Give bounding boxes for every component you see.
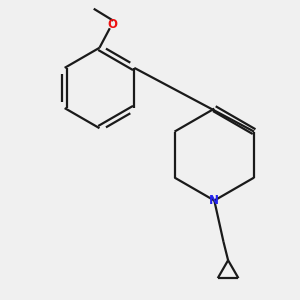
Text: N: N (209, 194, 219, 207)
Text: O: O (107, 18, 117, 31)
